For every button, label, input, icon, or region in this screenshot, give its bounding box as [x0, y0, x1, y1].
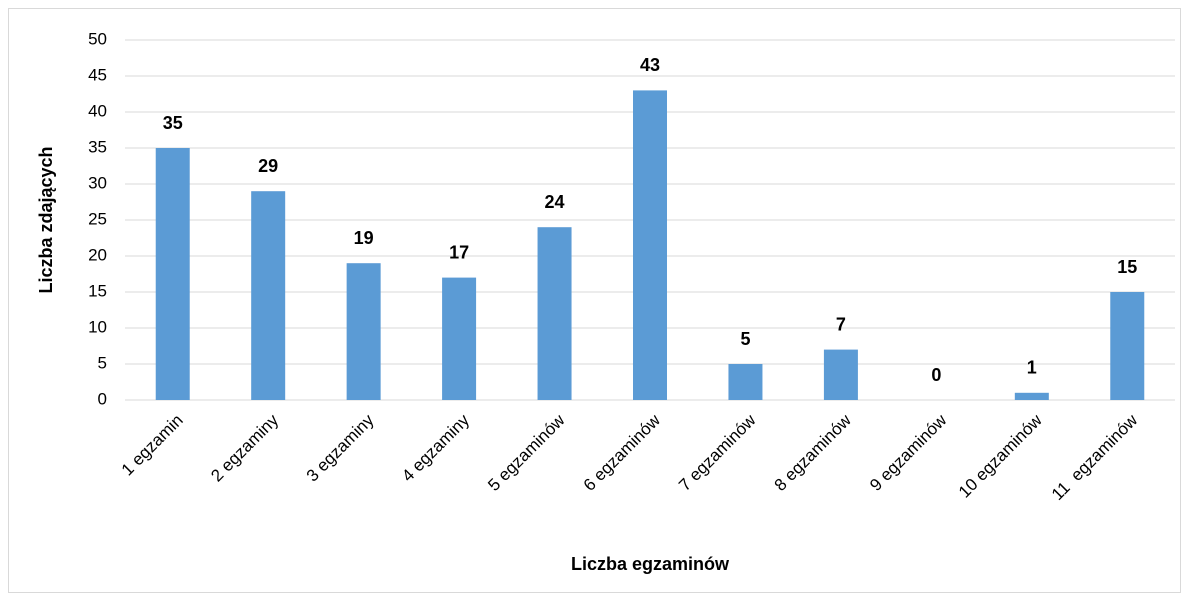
bar [537, 227, 572, 400]
value-label: 24 [545, 192, 565, 212]
value-label: 7 [836, 314, 846, 334]
bar [633, 90, 667, 401]
bar [155, 148, 190, 400]
y-tick-label: 25 [88, 209, 107, 228]
value-label: 19 [354, 228, 374, 248]
bar [442, 277, 477, 400]
y-tick-label: 10 [88, 317, 107, 336]
bar [1014, 392, 1049, 400]
x-axis-title: Liczba egzaminów [571, 554, 730, 574]
y-tick-label: 45 [88, 65, 107, 84]
bar [346, 263, 381, 400]
bar [1110, 292, 1145, 400]
y-axis-title: Liczba zdających [36, 146, 56, 293]
value-label: 1 [1027, 358, 1037, 378]
value-label: 5 [740, 329, 750, 349]
bar [823, 349, 858, 400]
y-tick-label: 5 [98, 353, 107, 372]
value-label: 43 [640, 55, 660, 75]
y-tick-label: 20 [88, 245, 107, 264]
value-label: 35 [163, 113, 183, 133]
value-label: 15 [1117, 257, 1137, 277]
y-tick-label: 0 [98, 389, 107, 408]
y-tick-label: 50 [88, 29, 107, 48]
value-label: 0 [931, 365, 941, 385]
value-label: 29 [258, 156, 278, 176]
bar [251, 191, 286, 400]
y-tick-label: 35 [88, 137, 107, 156]
chart-border [8, 8, 1181, 593]
y-tick-label: 15 [88, 281, 107, 300]
y-tick-label: 30 [88, 173, 107, 192]
value-label: 17 [449, 242, 469, 262]
bar [728, 364, 763, 400]
y-tick-label: 40 [88, 101, 107, 120]
